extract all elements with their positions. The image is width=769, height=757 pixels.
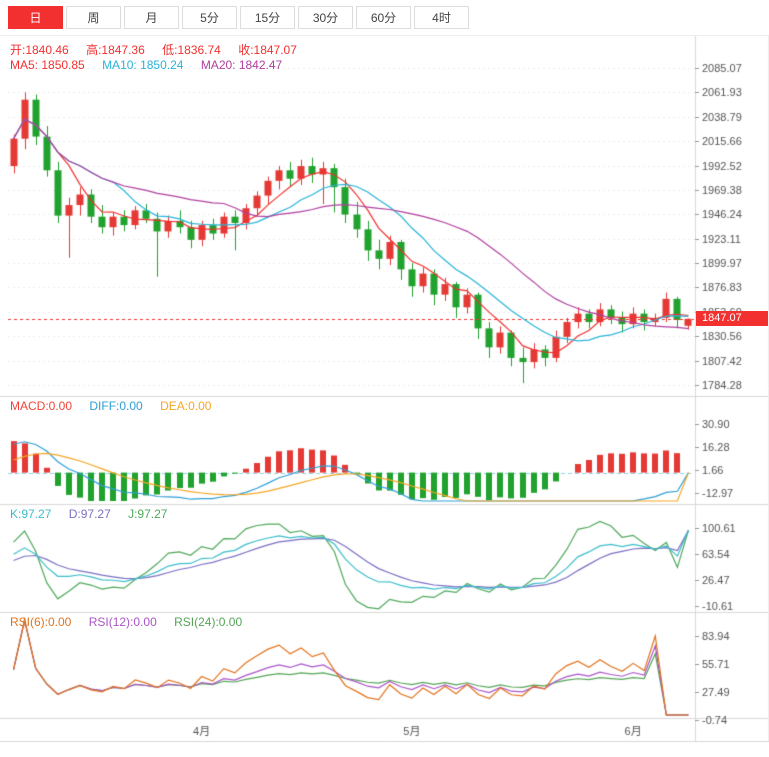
ma-header: MA5: 1850.85 MA10: 1850.24 MA20: 1842.47	[10, 58, 296, 72]
k-label: K:97.27	[10, 507, 52, 521]
ohlc-header: 开:1840.46 高:1847.36 低:1836.74 收:1847.07	[10, 41, 311, 58]
ma20-label: MA20: 1842.47	[200, 58, 283, 72]
macd-header: MACD:0.00 DIFF:0.00 DEA:0.00	[10, 399, 225, 413]
rsi6-label: RSI(6):0.00	[10, 615, 72, 629]
dea-label: DEA:0.00	[160, 399, 212, 413]
period-tab-1[interactable]: 日	[8, 6, 63, 29]
diff-label: DIFF:0.00	[89, 399, 143, 413]
rsi24-label: RSI(24):0.00	[174, 615, 243, 629]
period-tab-4[interactable]: 5分	[182, 6, 237, 29]
period-tab-2[interactable]: 周	[66, 6, 121, 29]
current-price-tag: 1847.07	[696, 311, 768, 327]
d-label: D:97.27	[68, 507, 111, 521]
ma10-label: MA10: 1850.24	[102, 58, 184, 72]
chart-canvas[interactable]	[0, 36, 769, 757]
rsi-header: RSI(6):0.00 RSI(12):0.00 RSI(24):0.00	[10, 615, 256, 629]
kdj-header: K:97.27 D:97.27 J:97.27	[10, 507, 181, 521]
period-tab-6[interactable]: 30分	[298, 6, 353, 29]
high-price-label: 高:1847.36	[86, 43, 145, 57]
period-tab-7[interactable]: 60分	[356, 6, 411, 29]
macd-label: MACD:0.00	[10, 399, 73, 413]
period-tab-5[interactable]: 15分	[240, 6, 295, 29]
chart-area: 开:1840.46 高:1847.36 低:1836.74 收:1847.07 …	[0, 36, 769, 757]
close-price-label: 收:1847.07	[238, 43, 297, 57]
rsi12-label: RSI(12):0.00	[88, 615, 157, 629]
open-price-label: 开:1840.46	[10, 43, 69, 57]
period-tab-8[interactable]: 4时	[414, 6, 469, 29]
period-tabbar: 日周月 5分 15分 30分 60分 4时	[0, 0, 769, 36]
j-label: J:97.27	[128, 507, 168, 521]
period-tab-3[interactable]: 月	[124, 6, 179, 29]
low-price-label: 低:1836.74	[162, 43, 221, 57]
ma5-label: MA5: 1850.85	[10, 58, 85, 72]
